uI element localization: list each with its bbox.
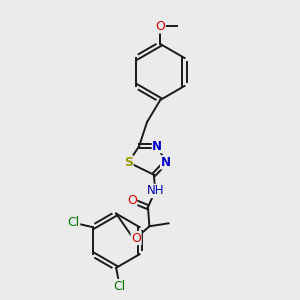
Text: N: N: [160, 156, 171, 169]
Text: O: O: [131, 232, 141, 244]
Text: N: N: [152, 140, 162, 153]
Text: O: O: [127, 194, 137, 207]
Text: O: O: [155, 20, 165, 33]
Text: Cl: Cl: [113, 280, 126, 292]
Text: S: S: [124, 156, 133, 169]
Text: Cl: Cl: [68, 216, 80, 229]
Text: NH: NH: [147, 184, 164, 197]
